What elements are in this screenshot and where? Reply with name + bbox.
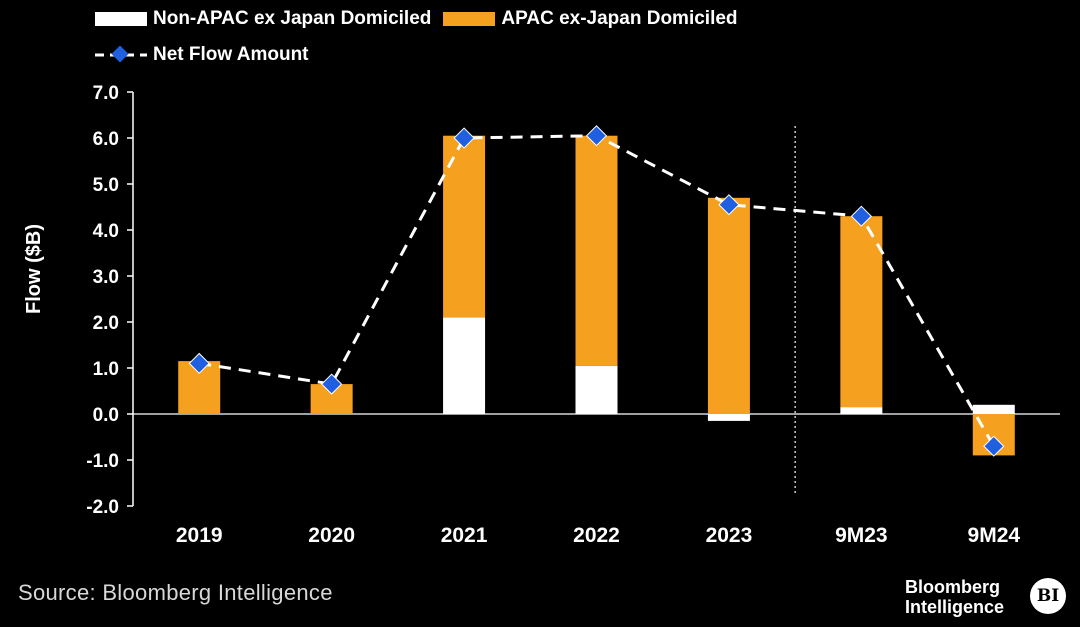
bar-non-apac-9m24	[972, 404, 1015, 414]
brand-logo-text: Bloomberg Intelligence	[905, 577, 1004, 617]
bar-non-apac-2021	[443, 317, 486, 414]
y-tick-label: 4.0	[93, 221, 119, 242]
net-flow-marker-9m23	[850, 205, 872, 227]
legend-label-non-apac: Non-APAC ex Japan Domiciled	[153, 8, 432, 29]
source-note: Source: Bloomberg Intelligence	[18, 580, 333, 605]
chart-legend: Non-APAC ex Japan Domiciled APAC ex-Japa…	[95, 5, 742, 77]
bar-non-apac-9m23	[840, 407, 883, 414]
bar-non-apac-2023	[707, 414, 750, 421]
net-flow-marker-2019	[188, 352, 210, 375]
y-tick-label: 5.0	[93, 175, 119, 196]
net-flow-marker-2023	[718, 194, 740, 216]
legend-label-net-flow: Net Flow Amount	[153, 44, 309, 65]
bar-apac-2023	[707, 197, 750, 414]
y-tick-label: 3.0	[93, 267, 119, 288]
y-axis-label: Flow ($B)	[23, 224, 45, 314]
x-tick-label: 2021	[441, 524, 488, 547]
x-tick-label: 2023	[706, 524, 753, 547]
legend-swatch-non-apac	[95, 12, 147, 26]
net-flow-marker-2020	[321, 373, 343, 395]
bar-apac-2022	[575, 135, 618, 366]
net-flow-marker-9m24	[983, 435, 1005, 457]
legend-swatch-apac	[443, 12, 496, 26]
x-tick-label: 9M23	[835, 524, 888, 547]
y-tick-label: 6.0	[93, 129, 119, 150]
x-tick-label: 9M24	[968, 524, 1021, 547]
net-flow-marker-2022	[585, 125, 608, 147]
brand-line-1: Bloomberg	[905, 577, 1001, 597]
y-tick-label: 0.0	[93, 405, 119, 426]
y-tick-label: 1.0	[93, 359, 119, 380]
x-tick-label: 2019	[176, 524, 223, 547]
bar-non-apac-2022	[575, 365, 618, 414]
legend-swatch-net-flow	[95, 45, 147, 64]
legend-item-apac: APAC ex-Japan Domiciled	[443, 8, 738, 30]
x-tick-label: 2022	[573, 524, 620, 547]
legend-item-net-flow: Net Flow Amount	[95, 44, 309, 66]
y-tick-label: 7.0	[93, 83, 119, 104]
y-tick-label: 2.0	[93, 313, 119, 334]
legend-label-apac: APAC ex-Japan Domiciled	[501, 8, 738, 29]
y-tick-label: -2.0	[86, 497, 119, 518]
y-tick-label: -1.0	[86, 451, 119, 472]
bi-badge-icon: BI	[1030, 578, 1066, 614]
bar-apac-9m23	[840, 216, 883, 408]
net-flow-marker-2021	[453, 127, 475, 149]
legend-item-non-apac: Non-APAC ex Japan Domiciled	[95, 8, 431, 30]
brand-line-2: Intelligence	[905, 597, 1005, 617]
x-tick-label: 2020	[308, 524, 355, 547]
